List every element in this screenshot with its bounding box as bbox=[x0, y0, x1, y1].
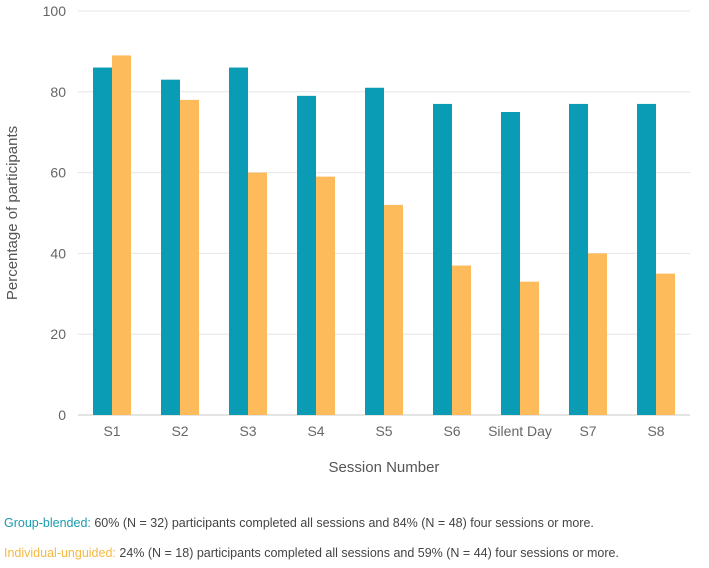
x-tick-label-s8: S8 bbox=[647, 423, 664, 439]
x-tick-label-s4: S4 bbox=[307, 423, 324, 439]
bar-group-blended-s7 bbox=[569, 103, 588, 416]
x-tick-label-s5: S5 bbox=[375, 423, 392, 439]
bar-individual-unguided-s8 bbox=[656, 273, 675, 415]
bar-individual-unguided-s6 bbox=[452, 265, 471, 415]
note-individual-unguided-text: 24% (N = 18) participants completed all … bbox=[115, 546, 619, 560]
y-tick-label-100: 100 bbox=[43, 3, 67, 19]
bar-group-blended-s1 bbox=[93, 67, 112, 415]
bar-individual-unguided-s1 bbox=[112, 55, 131, 415]
note-group-blended-label: Group-blended: bbox=[4, 516, 91, 530]
x-tick-label-s2: S2 bbox=[171, 423, 188, 439]
x-tick-label-s3: S3 bbox=[239, 423, 256, 439]
bar-individual-unguided-s3 bbox=[248, 172, 267, 415]
note-group-blended-text: 60% (N = 32) participants completed all … bbox=[90, 516, 594, 530]
bar-individual-unguided-s2 bbox=[180, 99, 199, 415]
bar-individual-unguided-s7 bbox=[588, 253, 607, 415]
note-individual-unguided-label: Individual-unguided: bbox=[4, 546, 116, 560]
note-group-blended: Group-blended: 60% (N = 32) participants… bbox=[4, 508, 619, 538]
note-individual-unguided: Individual-unguided: 24% (N = 18) partic… bbox=[4, 538, 619, 568]
bar-group-blended-silent-day bbox=[501, 112, 520, 415]
y-tick-label-0: 0 bbox=[58, 407, 66, 423]
y-tick-label-20: 20 bbox=[50, 326, 66, 342]
bar-group-blended-s4 bbox=[297, 95, 316, 415]
bar-group-blended-s6 bbox=[433, 103, 452, 416]
y-tick-label-40: 40 bbox=[50, 245, 66, 261]
x-tick-label-s7: S7 bbox=[579, 423, 596, 439]
bar-chart: 0 20 40 60 80 100 S1 S2 S3 S4 S5 S6 Silent Day S7 S8 P… bbox=[4, 3, 690, 476]
bar-group-blended-s3 bbox=[229, 67, 248, 415]
bar-group-blended-s5 bbox=[365, 87, 384, 415]
bar-individual-unguided-s4 bbox=[316, 176, 335, 415]
y-tick-label-60: 60 bbox=[50, 165, 66, 181]
x-axis-label: Session Number bbox=[329, 459, 440, 476]
y-tick-label-80: 80 bbox=[50, 84, 66, 100]
bar-group-blended-s8 bbox=[637, 103, 656, 416]
x-tick-label-s6: S6 bbox=[443, 423, 460, 439]
legend-notes: Group-blended: 60% (N = 32) participants… bbox=[4, 508, 619, 568]
bar-individual-unguided-silent-day bbox=[520, 281, 539, 415]
bar-individual-unguided-s5 bbox=[384, 204, 403, 415]
y-axis-label: Percentage of participants bbox=[4, 126, 21, 300]
x-tick-label-s1: S1 bbox=[103, 423, 120, 439]
bar-group-blended-s2 bbox=[161, 79, 180, 416]
x-tick-label-silent-day: Silent Day bbox=[488, 423, 552, 439]
